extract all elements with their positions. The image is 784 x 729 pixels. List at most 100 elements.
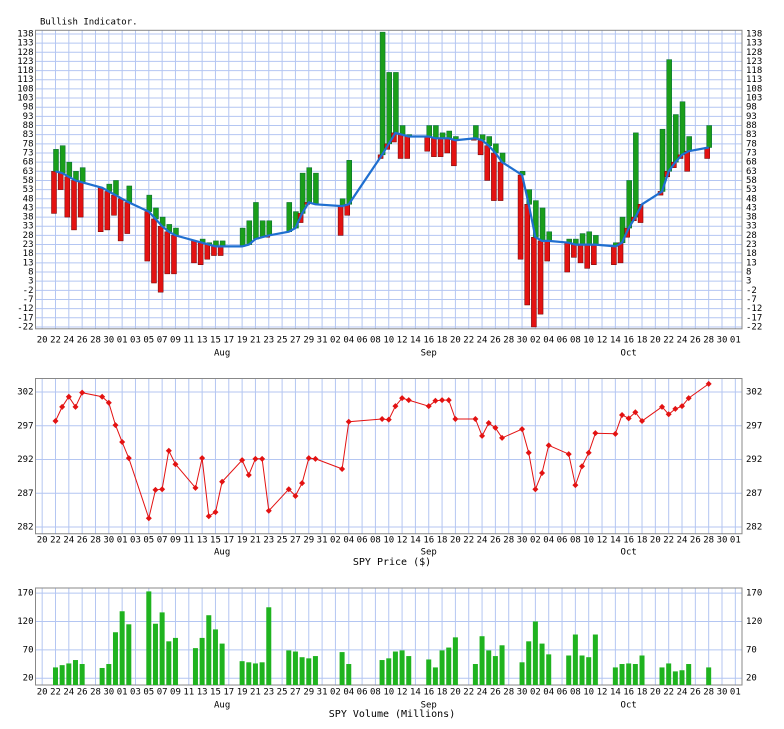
x-tick-label: 11 [183, 336, 194, 346]
up-bar [473, 125, 479, 139]
volume-bar [686, 664, 692, 685]
x-tick-label: 26 [690, 688, 701, 698]
up-bar [286, 202, 293, 232]
x-tick-label: 10 [583, 336, 594, 346]
up-bar [113, 180, 119, 196]
volume-bar [472, 664, 478, 685]
x-tick-label: 23 [263, 688, 274, 698]
y-tick-label-right: 8 [746, 268, 751, 278]
x-tick-label: 12 [397, 688, 408, 698]
y-tick-label-right: 282 [746, 523, 762, 533]
price-marker [572, 482, 579, 489]
down-bar [577, 244, 584, 264]
x-tick-label: 20 [37, 336, 48, 346]
y-tick-label: 170 [17, 589, 33, 599]
volume-bar [426, 659, 432, 685]
x-tick-label: 05 [143, 688, 154, 698]
x-tick-label: 26 [490, 688, 501, 698]
price-marker [299, 480, 306, 487]
x-tick-label: 19 [237, 536, 248, 546]
y-tick-label: 33 [23, 222, 34, 232]
y-tick-label: -2 [23, 286, 34, 296]
down-bar [117, 198, 124, 242]
month-label: Oct [621, 349, 637, 359]
volume-bar [172, 637, 178, 685]
x-tick-label: 17 [223, 536, 234, 546]
month-label: Oct [621, 548, 637, 558]
y-tick-label-right: 118 [746, 66, 762, 76]
x-tick-label: 02 [530, 336, 541, 346]
x-tick-label: 08 [570, 536, 581, 546]
x-tick-label: 30 [103, 336, 114, 346]
down-bar [497, 161, 504, 201]
x-tick-label: 04 [543, 688, 554, 698]
x-tick-label: 04 [343, 688, 354, 698]
x-tick-label: 26 [690, 336, 701, 346]
x-tick-label: 30 [717, 536, 728, 546]
x-tick-label: 06 [357, 536, 368, 546]
price-marker [519, 426, 526, 433]
down-bar [477, 139, 484, 156]
x-tick-label: 04 [343, 536, 354, 546]
y-tick-label-right: -17 [746, 313, 762, 323]
y-tick-label: 20 [23, 674, 34, 684]
y-tick-label: 38 [23, 213, 34, 223]
price-marker [532, 486, 539, 493]
y-tick-label-right: 33 [746, 222, 757, 232]
price-marker [172, 461, 179, 468]
x-tick-label: 30 [103, 536, 114, 546]
up-bar [666, 59, 672, 172]
x-tick-label: 06 [357, 688, 368, 698]
down-bar [531, 236, 537, 328]
volume-bar [252, 663, 258, 685]
y-tick-label: 48 [23, 194, 34, 204]
y-tick-label-right: 93 [746, 112, 757, 122]
x-tick-label: 15 [210, 536, 221, 546]
volume-bar [199, 637, 205, 685]
y-tick-label: 113 [17, 75, 33, 85]
x-tick-label: 05 [143, 536, 154, 546]
x-tick-label: 24 [63, 688, 74, 698]
up-bar [546, 231, 552, 242]
up-bar [306, 167, 313, 203]
down-bar [484, 145, 490, 181]
volume-bar [592, 634, 598, 685]
x-tick-label: 14 [410, 688, 421, 698]
down-bar [404, 136, 410, 159]
x-tick-label: 02 [330, 336, 341, 346]
y-tick-label: 98 [23, 103, 34, 113]
y-tick-label: 68 [23, 158, 34, 168]
up-bar [679, 101, 686, 156]
x-tick-label: 30 [517, 688, 528, 698]
x-tick-label: 10 [583, 688, 594, 698]
volume-bar [572, 634, 578, 685]
x-tick-label: 16 [423, 688, 434, 698]
x-tick-label: 08 [370, 536, 381, 546]
up-bar [626, 180, 632, 229]
down-bar [431, 138, 437, 157]
x-tick-label: 07 [157, 688, 168, 698]
price-marker [525, 449, 532, 456]
x-tick-label: 08 [570, 336, 581, 346]
x-tick-label: 16 [423, 536, 434, 546]
price-marker [65, 393, 72, 400]
down-bar [524, 204, 530, 306]
price-marker [592, 430, 599, 437]
price-marker [399, 395, 406, 402]
price-marker [292, 492, 299, 499]
price-marker [425, 403, 432, 410]
down-bar [544, 240, 550, 262]
y-tick-label: 292 [17, 455, 33, 465]
price-marker [145, 515, 152, 522]
x-tick-label: 22 [663, 336, 674, 346]
volume-bar [206, 615, 212, 685]
x-tick-label: 27 [290, 536, 301, 546]
x-tick-label: 20 [450, 536, 461, 546]
y-tick-label-right: 108 [746, 84, 762, 94]
price-marker [439, 397, 446, 404]
price-marker [672, 405, 679, 412]
month-label: Aug [214, 701, 230, 711]
volume-bar [546, 654, 552, 685]
y-tick-label-right: 83 [746, 130, 757, 140]
y-tick-label: 120 [17, 617, 33, 627]
